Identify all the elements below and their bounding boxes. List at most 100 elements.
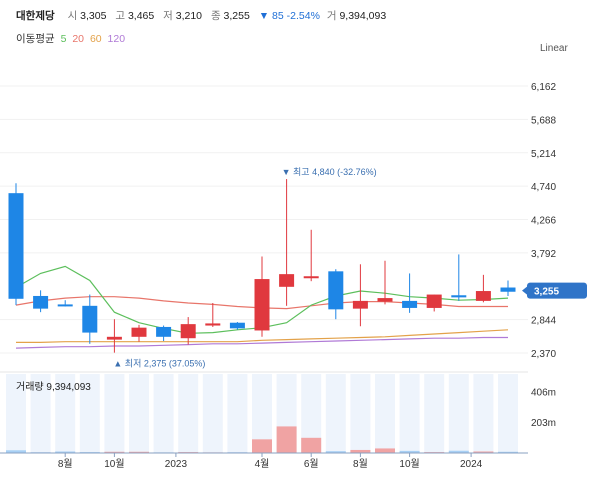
candle-body (229, 322, 245, 329)
volume-slot (30, 374, 51, 453)
volume-bar (375, 448, 395, 453)
volume-slot (129, 374, 149, 453)
ma-120-line (15, 336, 508, 349)
volume-bar (55, 451, 76, 453)
volume-slot (375, 374, 395, 453)
volume-bar (473, 451, 494, 453)
high-label: 고 (115, 10, 126, 22)
candle-body (254, 279, 270, 331)
volume-tick-label: 406m (531, 387, 556, 398)
candle-body (426, 294, 442, 308)
candle-body (279, 274, 295, 287)
candle-body (303, 276, 319, 279)
ma-legend-title: 이동평균 (16, 33, 55, 45)
candle-body (402, 300, 418, 308)
close-label: 종 (210, 10, 221, 22)
open-value: 3,305 (80, 10, 107, 22)
volume-bar (350, 449, 371, 453)
volume-slot (252, 374, 272, 453)
candle-body (475, 291, 491, 301)
y-tick-label: 2,844 (531, 316, 556, 327)
current-price-pointer (522, 286, 527, 295)
high-annotation: ▼ 최고 4,840 (-32.76%) (282, 167, 377, 177)
high-value: 3,465 (127, 10, 155, 22)
candle-body (57, 304, 73, 307)
y-tick-label: 6,162 (531, 82, 556, 93)
current-price-label: 3,255 (534, 287, 559, 298)
candle-body (377, 298, 393, 302)
x-tick-label: 4월 (255, 458, 270, 470)
volume-pane-label: 거래량 9,394,093 (16, 381, 91, 393)
current-price-badge (527, 282, 587, 299)
x-tick-label: 2023 (165, 459, 188, 470)
volume-slot (153, 374, 174, 453)
candle-body (500, 287, 516, 292)
y-tick-label: 5,214 (531, 149, 556, 160)
x-tick-label: 10월 (104, 458, 124, 470)
candle-body (106, 336, 122, 340)
volume-slot (325, 374, 346, 453)
volume-bar (129, 451, 149, 453)
volume-bar (276, 426, 297, 453)
volume-slot (399, 374, 420, 453)
candle-body (33, 295, 49, 309)
x-tick-label: 8월 (353, 458, 368, 470)
x-tick-label: 6월 (304, 458, 319, 470)
candle-body (131, 327, 147, 337)
volume-slot (55, 374, 76, 453)
volume-slot (350, 374, 371, 453)
y-tick-label: 3,792 (531, 249, 556, 260)
moving-average-legend[interactable]: 이동평균 5 20 60 120 (16, 31, 128, 46)
volume-slot (178, 374, 199, 453)
volume-label: 거 (326, 10, 337, 22)
change-value: ▼ 85 -2.54% (258, 10, 320, 22)
ma-60-line (16, 329, 509, 343)
low-annotation: ▲ 최저 2,375 (37.05%) (113, 359, 205, 369)
close-value: 3,255 (223, 10, 250, 22)
ma-5-label: 5 (60, 33, 67, 45)
candle-body (205, 323, 221, 326)
ma-120-label: 120 (107, 33, 126, 45)
volume-bar (325, 451, 346, 453)
volume-bar (399, 450, 420, 453)
volume-bar (6, 450, 26, 453)
x-tick-label: 2024 (460, 459, 483, 470)
y-tick-label: 5,688 (531, 115, 556, 126)
volume-bar (104, 451, 125, 453)
volume-slot (473, 374, 494, 453)
volume-tick-label: 203m (531, 418, 556, 429)
volume-slot (301, 374, 322, 453)
volume-slot (202, 374, 223, 453)
y-tick-label: 4,740 (531, 182, 556, 193)
volume-slot (448, 374, 469, 453)
volume-slot (498, 374, 518, 453)
candle-body (180, 324, 196, 339)
candle-body (8, 193, 24, 299)
volume-bar (301, 437, 322, 453)
candle-body (328, 271, 344, 310)
volume-slot (79, 374, 100, 453)
stock-name: 대한제당 (16, 10, 55, 22)
volume-slot (104, 374, 125, 453)
candle-body (156, 326, 172, 337)
candle-body (352, 300, 368, 309)
volume-bar (498, 451, 518, 453)
y-tick-label: 4,266 (531, 216, 556, 227)
volume-bar (252, 439, 272, 453)
candle-body (82, 305, 98, 333)
ma-20-label: 20 (72, 33, 85, 45)
low-label: 저 (163, 10, 173, 22)
volume-value: 9,394,093 (339, 10, 387, 22)
volume-slot (6, 374, 26, 453)
candle-body (451, 295, 467, 298)
low-value: 3,210 (175, 10, 203, 22)
x-tick-label: 10월 (399, 458, 419, 470)
ma-60-label: 60 (89, 33, 102, 45)
volume-slot (227, 374, 248, 453)
x-tick-label: 8월 (58, 458, 73, 470)
scale-toggle[interactable]: Linear (540, 43, 568, 54)
volume-slot (424, 374, 445, 453)
y-tick-label: 2,370 (531, 349, 556, 360)
